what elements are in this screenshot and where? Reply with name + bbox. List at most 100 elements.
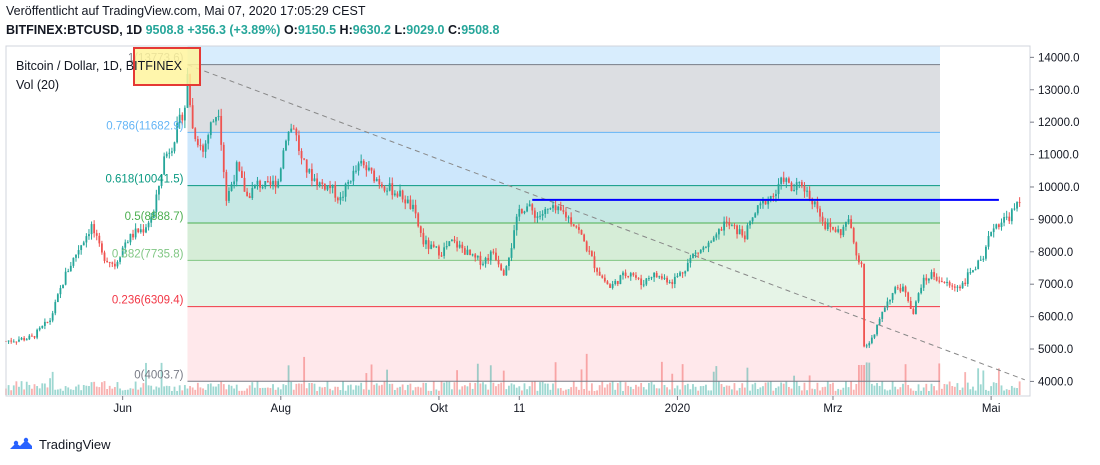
candle-body[interactable] <box>414 204 417 214</box>
candle-body[interactable] <box>409 199 412 209</box>
candle-body[interactable] <box>336 197 339 201</box>
candle-body[interactable] <box>513 230 516 249</box>
candle-body[interactable] <box>865 345 868 347</box>
candle-body[interactable] <box>1013 208 1016 210</box>
candle-body[interactable] <box>679 272 681 276</box>
candle-body[interactable] <box>476 255 479 258</box>
candle-body[interactable] <box>15 341 18 343</box>
candle-body[interactable] <box>69 265 72 272</box>
candle-body[interactable] <box>1005 216 1008 218</box>
candle-body[interactable] <box>842 226 845 236</box>
candle-body[interactable] <box>171 151 173 153</box>
candle-body[interactable] <box>132 233 134 238</box>
candle-body[interactable] <box>93 224 96 234</box>
candle-body[interactable] <box>191 105 194 129</box>
candle-body[interactable] <box>453 239 456 242</box>
candle-body[interactable] <box>570 217 573 225</box>
candle-body[interactable] <box>508 257 510 267</box>
candle-body[interactable] <box>479 255 482 265</box>
candle-body[interactable] <box>966 272 969 285</box>
candle-body[interactable] <box>673 276 676 285</box>
candle-body[interactable] <box>378 179 381 185</box>
candle-body[interactable] <box>344 183 347 197</box>
candle-body[interactable] <box>272 180 274 185</box>
candle-body[interactable] <box>56 294 59 303</box>
candle-body[interactable] <box>515 216 518 231</box>
candle-body[interactable] <box>676 275 679 277</box>
candle-body[interactable] <box>964 282 967 285</box>
candle-body[interactable] <box>295 128 298 136</box>
candle-body[interactable] <box>495 252 497 260</box>
candle-body[interactable] <box>588 250 591 252</box>
candle-body[interactable] <box>972 270 974 273</box>
candle-body[interactable] <box>406 199 409 204</box>
candle-body[interactable] <box>707 242 710 248</box>
candle-body[interactable] <box>609 284 611 288</box>
candle-body[interactable] <box>20 337 23 340</box>
candle-body[interactable] <box>816 201 819 209</box>
candle-body[interactable] <box>196 139 199 146</box>
candle-body[interactable] <box>697 252 700 254</box>
candle-body[interactable] <box>756 205 759 214</box>
candle-body[interactable] <box>150 218 153 223</box>
candle-body[interactable] <box>990 232 993 236</box>
candle-body[interactable] <box>77 250 80 255</box>
candle-body[interactable] <box>401 190 404 200</box>
candle-body[interactable] <box>619 275 622 285</box>
candle-body[interactable] <box>168 152 171 154</box>
candle-body[interactable] <box>546 208 549 210</box>
candle-body[interactable] <box>505 266 508 276</box>
candle-body[interactable] <box>313 178 316 181</box>
candle-body[interactable] <box>1018 202 1021 204</box>
candle-body[interactable] <box>728 221 731 226</box>
candle-body[interactable] <box>422 232 425 245</box>
candle-body[interactable] <box>62 284 64 289</box>
candle-body[interactable] <box>233 181 236 185</box>
candle-body[interactable] <box>751 217 754 222</box>
candle-body[interactable] <box>228 191 230 201</box>
candle-body[interactable] <box>80 245 83 251</box>
candle-body[interactable] <box>31 335 33 337</box>
candle-body[interactable] <box>33 336 36 338</box>
candle-body[interactable] <box>463 248 466 255</box>
candle-body[interactable] <box>653 272 656 278</box>
candle-body[interactable] <box>383 186 386 191</box>
candle-body[interactable] <box>873 334 876 338</box>
candle-body[interactable] <box>12 341 15 343</box>
candle-body[interactable] <box>235 162 238 182</box>
candle-body[interactable] <box>834 229 837 232</box>
candle-body[interactable] <box>10 340 13 342</box>
candle-body[interactable] <box>899 287 902 292</box>
candle-body[interactable] <box>124 242 127 248</box>
candle-body[interactable] <box>575 226 578 228</box>
candle-body[interactable] <box>59 288 62 295</box>
candle-body[interactable] <box>323 183 326 190</box>
candle-body[interactable] <box>997 224 1000 228</box>
candle-body[interactable] <box>855 242 858 256</box>
candle-body[interactable] <box>798 182 801 184</box>
candle-body[interactable] <box>741 229 744 236</box>
candle-body[interactable] <box>497 259 500 265</box>
candle-body[interactable] <box>1016 202 1018 209</box>
candle-body[interactable] <box>103 252 106 261</box>
candle-body[interactable] <box>622 272 624 276</box>
candle-body[interactable] <box>684 271 687 274</box>
candle-body[interactable] <box>904 286 907 293</box>
candle-body[interactable] <box>912 308 915 314</box>
candle-body[interactable] <box>541 214 544 216</box>
candle-body[interactable] <box>152 211 155 219</box>
candle-body[interactable] <box>448 241 451 247</box>
candle-body[interactable] <box>38 327 41 330</box>
candle-body[interactable] <box>365 165 368 171</box>
candle-body[interactable] <box>943 281 946 283</box>
candle-body[interactable] <box>199 145 202 147</box>
candle-body[interactable] <box>458 244 461 248</box>
candle-body[interactable] <box>357 163 360 171</box>
candle-body[interactable] <box>202 145 204 152</box>
footer-brand[interactable]: TradingView <box>8 436 111 452</box>
candle-body[interactable] <box>658 276 661 278</box>
candle-body[interactable] <box>946 281 948 283</box>
candle-body[interactable] <box>142 229 145 233</box>
candle-body[interactable] <box>699 249 702 253</box>
